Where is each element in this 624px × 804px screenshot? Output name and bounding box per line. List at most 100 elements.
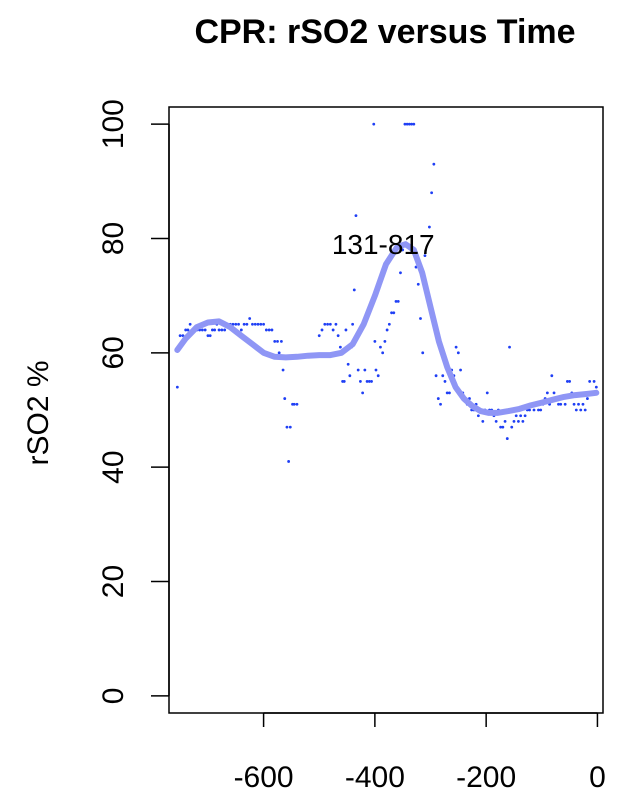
data-point xyxy=(577,402,580,406)
data-point xyxy=(390,311,393,315)
data-point xyxy=(326,322,329,326)
data-point xyxy=(407,122,411,126)
data-point xyxy=(517,420,520,423)
data-point xyxy=(586,397,589,400)
data-point xyxy=(334,322,338,326)
x-tick-label: -600 xyxy=(234,761,294,794)
data-point xyxy=(323,322,327,326)
data-point xyxy=(565,380,569,383)
data-point xyxy=(532,408,536,412)
data-point xyxy=(430,191,434,195)
data-point xyxy=(342,380,346,383)
data-point xyxy=(234,322,238,326)
data-point xyxy=(588,380,592,383)
data-point xyxy=(184,328,188,332)
data-point xyxy=(434,374,438,378)
data-point xyxy=(285,425,289,429)
data-point xyxy=(394,299,398,303)
data-point xyxy=(295,402,299,406)
curve-annotation: 131-817 xyxy=(332,229,435,260)
data-point xyxy=(510,425,514,429)
data-point xyxy=(203,328,207,332)
data-point xyxy=(251,322,254,326)
data-point xyxy=(423,254,427,258)
data-point xyxy=(501,425,505,429)
chart-title: CPR: rSO2 versus Time xyxy=(194,13,575,51)
data-point xyxy=(594,385,598,389)
data-point xyxy=(373,339,377,343)
data-point xyxy=(336,334,340,338)
data-point xyxy=(206,334,210,338)
y-axis: 0 20 40 60 80 100 xyxy=(97,99,170,704)
data-point xyxy=(208,334,212,338)
data-point xyxy=(514,414,518,418)
data-point xyxy=(317,334,321,338)
x-tick-label: -200 xyxy=(456,761,516,794)
data-point xyxy=(385,328,389,332)
data-point xyxy=(519,414,523,418)
data-point xyxy=(481,420,485,423)
data-point xyxy=(200,328,204,332)
data-point xyxy=(211,328,214,332)
data-point xyxy=(245,322,249,326)
data-point xyxy=(379,345,382,349)
data-point xyxy=(443,380,447,383)
data-point xyxy=(432,162,436,166)
data-point xyxy=(213,328,217,332)
data-point xyxy=(328,322,332,326)
data-point xyxy=(372,122,376,126)
data-point xyxy=(270,328,274,332)
data-point xyxy=(283,397,287,400)
data-point xyxy=(405,122,409,126)
y-tick-label: 20 xyxy=(97,565,130,598)
data-point xyxy=(276,339,279,343)
data-point xyxy=(436,397,440,400)
data-point xyxy=(256,322,260,326)
data-point xyxy=(392,311,396,315)
data-point xyxy=(376,374,380,378)
data-point xyxy=(223,328,227,332)
data-point xyxy=(253,322,257,326)
data-point xyxy=(259,322,263,326)
data-point xyxy=(348,374,352,378)
data-points xyxy=(175,122,598,463)
data-point xyxy=(344,328,348,332)
data-point xyxy=(412,122,416,126)
data-point xyxy=(277,351,281,355)
y-tick-label: 40 xyxy=(97,450,130,483)
data-point xyxy=(499,425,503,429)
data-point xyxy=(359,380,362,383)
data-point xyxy=(579,408,583,412)
data-point xyxy=(320,328,324,332)
data-point xyxy=(346,362,350,366)
data-point xyxy=(354,214,358,218)
data-point xyxy=(552,391,556,395)
data-point xyxy=(178,334,182,338)
data-point xyxy=(239,328,243,332)
x-tick-label: 0 xyxy=(589,761,606,794)
data-point xyxy=(410,122,413,126)
data-point xyxy=(583,408,587,412)
data-point xyxy=(572,402,576,406)
data-point xyxy=(494,420,498,423)
y-tick-label: 100 xyxy=(97,99,130,149)
data-point xyxy=(508,345,511,349)
data-point xyxy=(381,351,385,355)
data-point xyxy=(338,345,342,349)
data-point xyxy=(365,380,369,383)
data-point xyxy=(374,368,378,372)
data-point xyxy=(287,460,291,463)
y-axis-label: rSO2 % xyxy=(22,360,55,465)
data-point xyxy=(448,391,451,395)
data-point xyxy=(281,368,285,372)
data-point xyxy=(401,248,405,252)
data-point xyxy=(237,322,240,326)
data-point xyxy=(574,408,578,412)
data-point xyxy=(242,322,246,326)
data-point xyxy=(175,385,179,389)
data-point xyxy=(559,402,563,406)
data-point xyxy=(459,368,462,372)
data-point xyxy=(428,225,431,229)
data-point xyxy=(188,322,192,326)
